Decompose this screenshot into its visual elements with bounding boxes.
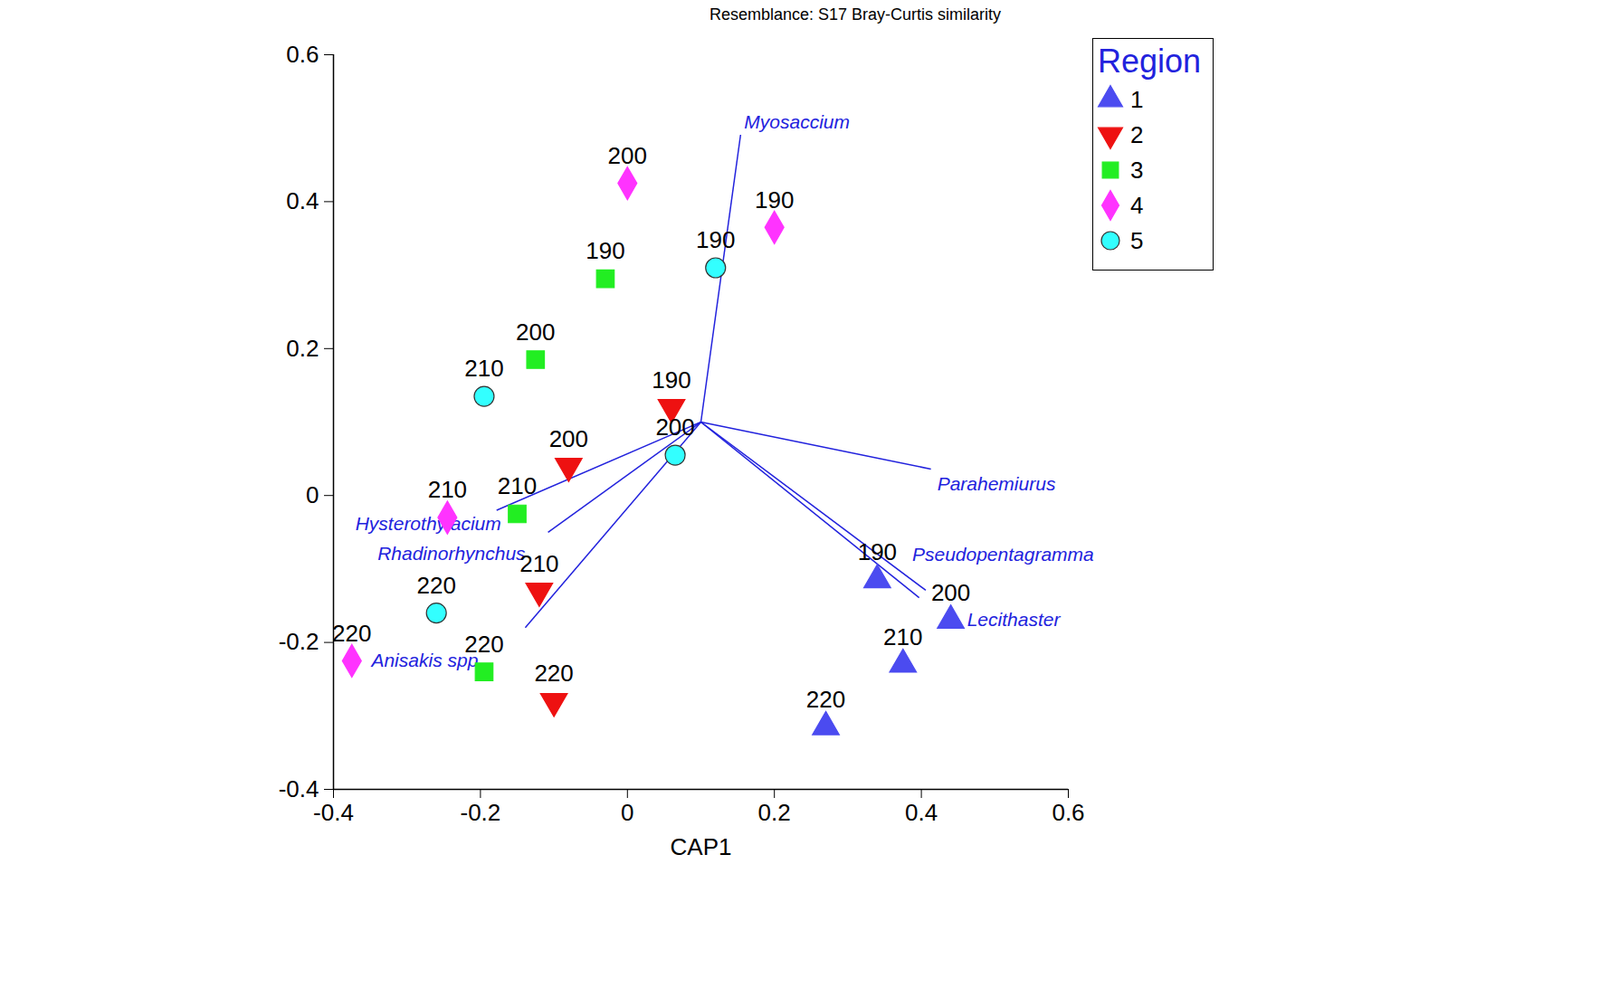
svg-text:2: 2 [1130,121,1143,149]
svg-text:220: 220 [806,685,846,714]
svg-text:4: 4 [1130,191,1143,220]
svg-text:190: 190 [695,226,735,254]
svg-text:0: 0 [305,481,319,509]
svg-text:CAP1: CAP1 [670,833,733,861]
svg-text:210: 210 [883,623,923,651]
svg-text:190: 190 [585,237,625,265]
svg-text:0.4: 0.4 [904,799,938,827]
svg-text:190: 190 [857,538,897,566]
svg-text:-0.2: -0.2 [459,799,501,827]
svg-text:Lecithaster: Lecithaster [967,609,1062,630]
svg-text:-0.2: -0.2 [278,628,320,656]
svg-text:Parahemiurus: Parahemiurus [937,473,1057,495]
html-text:Resemblance: S17 Bray-Curtis s: Resemblance: S17 Bray-Curtis similarity [709,5,1001,24]
svg-text:200: 200 [515,318,555,346]
svg-text:210: 210 [519,550,559,578]
svg-text:210: 210 [428,476,467,504]
svg-text:220: 220 [332,619,372,648]
svg-text:5: 5 [1130,227,1143,255]
svg-text:220: 220 [533,659,573,687]
svg-text:0: 0 [620,799,634,827]
svg-text:Rhadinorhynchus: Rhadinorhynchus [377,542,526,564]
svg-text:-0.4: -0.4 [278,775,320,803]
svg-text:200: 200 [931,579,971,607]
svg-text:-0.4: -0.4 [313,799,354,827]
svg-text:Anisakis spp.: Anisakis spp. [371,649,484,671]
svg-text:0.2: 0.2 [758,799,791,827]
svg-text:Hysterothylacium: Hysterothylacium [355,513,502,534]
svg-text:190: 190 [651,366,691,394]
svg-text:Myosaccium: Myosaccium [743,111,850,133]
svg-text:Region: Region [1097,42,1201,80]
svg-text:220: 220 [464,630,504,658]
svg-text:0.6: 0.6 [285,40,319,68]
svg-text:200: 200 [655,413,695,441]
svg-text:210: 210 [497,472,537,500]
svg-text:200: 200 [608,142,648,170]
svg-text:Pseudopentagramma: Pseudopentagramma [912,543,1095,565]
svg-text:3: 3 [1130,156,1143,184]
svg-text:220: 220 [416,571,456,600]
svg-text:0.4: 0.4 [285,187,319,215]
svg-text:210: 210 [464,354,504,382]
svg-text:190: 190 [754,186,794,214]
svg-text:0.2: 0.2 [285,334,319,362]
svg-text:0.6: 0.6 [1051,799,1085,827]
svg-text:200: 200 [549,425,589,453]
svg-text:1: 1 [1130,85,1143,114]
